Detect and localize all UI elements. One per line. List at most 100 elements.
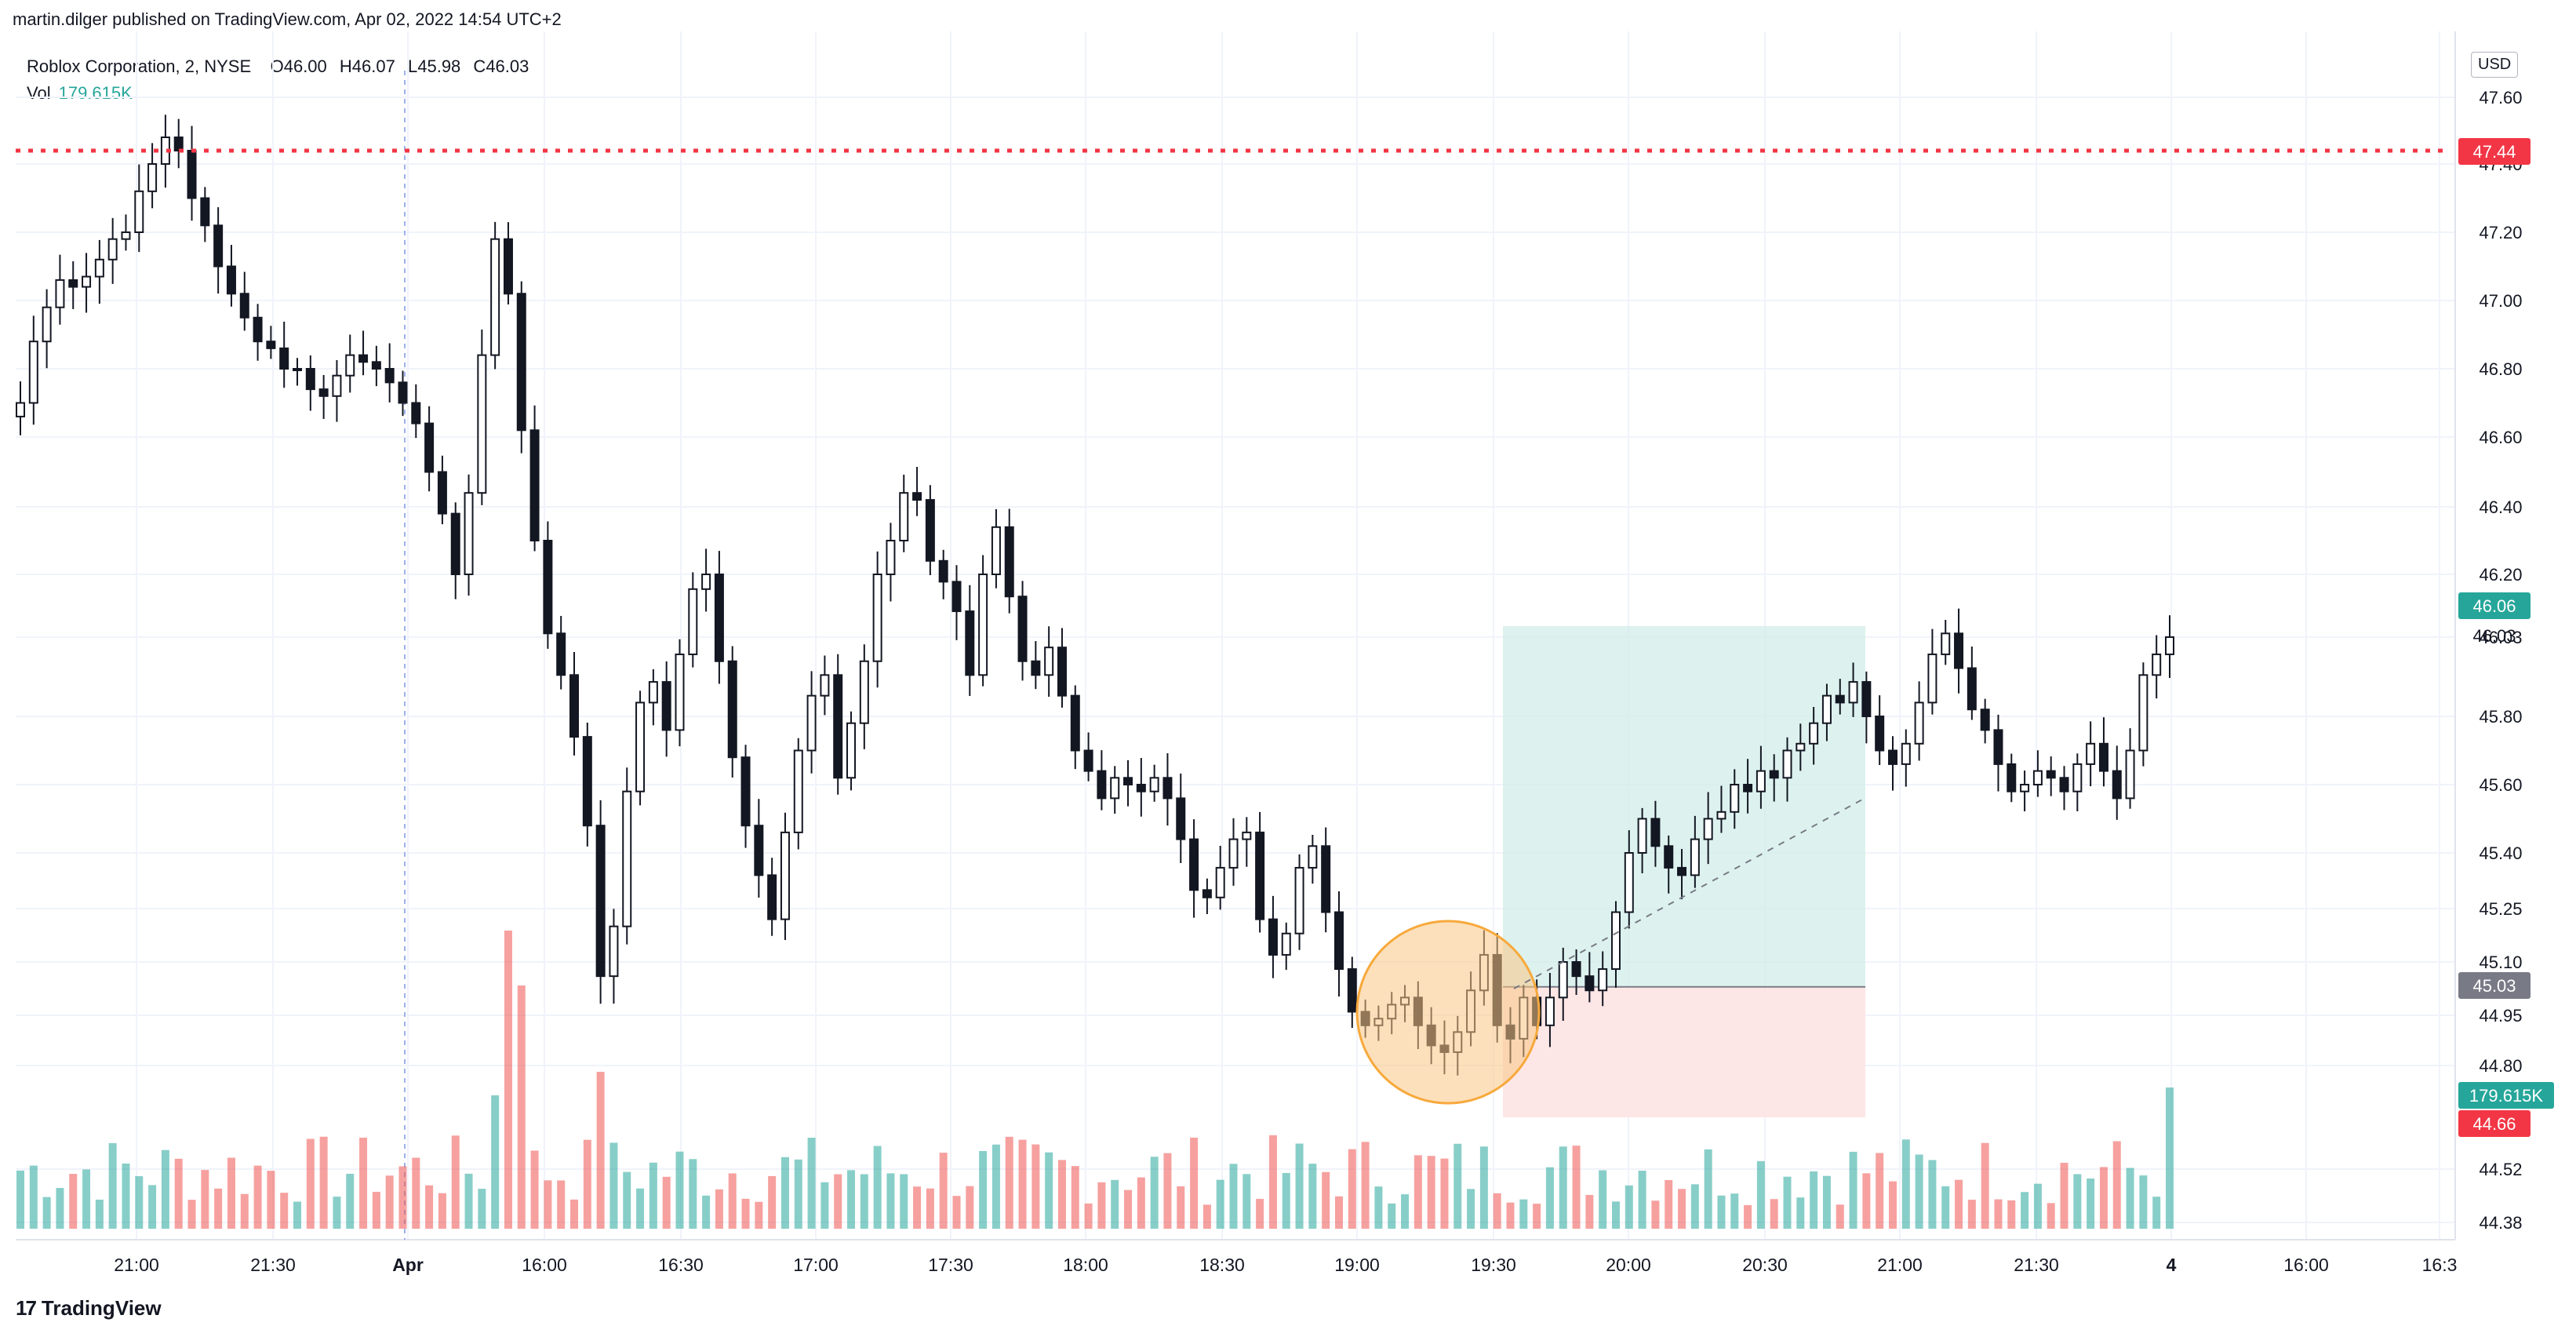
candle bbox=[767, 858, 777, 936]
candle bbox=[714, 551, 724, 684]
candle-body bbox=[1796, 742, 1806, 752]
candle bbox=[1835, 679, 1845, 715]
candle-body bbox=[1967, 667, 1977, 711]
volume-bar bbox=[478, 1189, 486, 1229]
candle bbox=[1097, 750, 1107, 811]
candle bbox=[358, 330, 369, 376]
candle-body bbox=[886, 540, 896, 575]
x-tick-label: 17:00 bbox=[793, 1255, 839, 1275]
candle bbox=[1637, 807, 1647, 873]
currency-button[interactable]: USD bbox=[2471, 52, 2519, 78]
publish-info: martin.dilger published on TradingView.c… bbox=[13, 9, 562, 29]
candle-body bbox=[1558, 961, 1568, 999]
stop-zone bbox=[1503, 986, 1865, 1117]
candle-body bbox=[569, 674, 580, 738]
x-axis-labels: 21:00 21:30 Apr 16:00 16:30 17:00 17:30 18:00 18… bbox=[114, 1255, 2457, 1275]
price-badge bbox=[2458, 972, 2531, 999]
candle-body bbox=[1703, 818, 1713, 840]
price-badge-label: 179.615K bbox=[2469, 1086, 2544, 1106]
candle-body bbox=[1664, 845, 1674, 869]
volume-bar bbox=[860, 1174, 868, 1229]
candle bbox=[754, 799, 764, 898]
candle bbox=[1980, 698, 1990, 744]
volume-bar bbox=[2087, 1179, 2095, 1229]
volume-bar bbox=[1783, 1176, 1792, 1229]
symbol-row[interactable]: Roblox Corporation, 2, NYSE O46.00 H46.0… bbox=[27, 53, 537, 80]
candle bbox=[1730, 769, 1740, 829]
volume-bar bbox=[2112, 1141, 2121, 1229]
candle-body bbox=[780, 831, 790, 920]
symbol-name[interactable]: Roblox Corporation, 2, NYSE bbox=[27, 56, 252, 76]
volume-bar bbox=[1243, 1174, 1251, 1229]
y-tick-label: 46.03 bbox=[2479, 628, 2522, 647]
candle bbox=[1809, 707, 1819, 765]
candle bbox=[991, 508, 1001, 588]
candle bbox=[595, 800, 606, 1004]
candle-body bbox=[1743, 784, 1753, 792]
tradingview-logo-icon: 17 bbox=[16, 1296, 37, 1320]
candle-body bbox=[2072, 763, 2083, 792]
candle bbox=[1716, 785, 1726, 833]
volume-bar bbox=[689, 1159, 697, 1229]
y-tick-label: 47.60 bbox=[2479, 88, 2522, 107]
candle-body bbox=[754, 825, 764, 876]
candle bbox=[450, 502, 460, 599]
candle-body bbox=[1149, 777, 1159, 792]
x-tick-label: 19:00 bbox=[1334, 1255, 1380, 1275]
volume-bar bbox=[1876, 1153, 1884, 1229]
candle-body bbox=[767, 874, 777, 920]
candle-body bbox=[635, 701, 646, 792]
candle bbox=[477, 329, 487, 505]
volume-bar bbox=[161, 1149, 169, 1229]
candle-body bbox=[187, 150, 197, 199]
candle-body bbox=[1835, 694, 1845, 704]
candle-body bbox=[82, 275, 92, 288]
x-tick-label: 4 bbox=[2167, 1255, 2177, 1275]
candle bbox=[1202, 878, 1212, 915]
candle bbox=[833, 654, 843, 795]
candle bbox=[872, 551, 882, 688]
volume-bar bbox=[1928, 1160, 1937, 1229]
candle bbox=[1848, 662, 1858, 717]
x-tick-label: 18:00 bbox=[1063, 1255, 1108, 1275]
candle-body bbox=[68, 279, 78, 288]
volume-bar bbox=[451, 1135, 460, 1229]
candle-body bbox=[173, 137, 184, 151]
candle-body bbox=[2007, 763, 2017, 792]
candle bbox=[912, 467, 922, 516]
volume-bar bbox=[2021, 1192, 2029, 1229]
candle-body bbox=[859, 660, 869, 724]
volume-bar bbox=[1519, 1199, 1528, 1229]
x-tick-label: 18:30 bbox=[1199, 1255, 1245, 1275]
candle-body bbox=[1057, 647, 1067, 697]
candle-body bbox=[1545, 996, 1555, 1026]
volume-bar bbox=[1084, 1203, 1093, 1229]
volume-bar bbox=[1031, 1144, 1040, 1229]
volume-bar bbox=[1454, 1143, 1462, 1229]
candle bbox=[68, 261, 78, 309]
volume-bar bbox=[1427, 1156, 1435, 1229]
candle-body bbox=[1083, 749, 1093, 772]
candle-body bbox=[833, 674, 843, 779]
candle-body bbox=[213, 224, 224, 268]
candle bbox=[1004, 508, 1014, 614]
candle-body bbox=[899, 492, 909, 542]
candle bbox=[2086, 721, 2096, 787]
candle-body bbox=[2165, 636, 2174, 655]
price-badge-label: 44.66 bbox=[2472, 1114, 2516, 1134]
volume-bar bbox=[504, 931, 512, 1229]
volume-bar bbox=[662, 1176, 671, 1229]
candle bbox=[1954, 608, 1964, 694]
y-tick-label: 47.20 bbox=[2479, 223, 2522, 242]
candle bbox=[266, 326, 276, 359]
x-tick-label: 20:00 bbox=[1606, 1255, 1651, 1275]
volume-bar bbox=[1967, 1200, 1976, 1229]
volume-row[interactable]: Vol 179.615K bbox=[27, 80, 537, 107]
tradingview-brand[interactable]: 17 TradingView bbox=[16, 1296, 162, 1321]
candle bbox=[134, 164, 144, 253]
volume-bar bbox=[346, 1174, 355, 1229]
volume-bar bbox=[728, 1173, 737, 1229]
volume-bar bbox=[42, 1197, 51, 1229]
x-tick-label: 16:30 bbox=[658, 1255, 704, 1275]
